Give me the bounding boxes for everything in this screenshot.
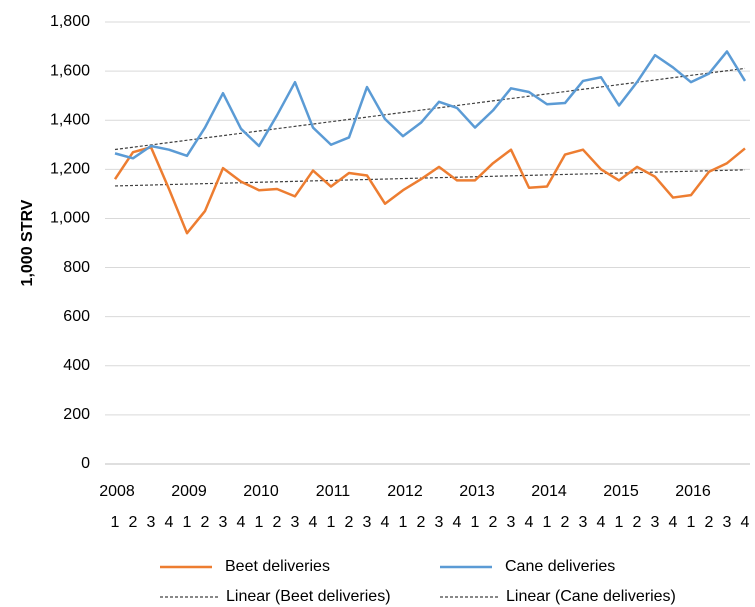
x-tick-label: 4 bbox=[741, 514, 750, 531]
year-label: 2008 bbox=[99, 483, 135, 500]
series-line bbox=[113, 145, 746, 235]
x-tick-label: 1 bbox=[255, 514, 264, 531]
legend-label: Cane deliveries bbox=[505, 558, 615, 575]
y-tick-label: 1,400 bbox=[50, 111, 90, 128]
year-label: 2009 bbox=[171, 483, 207, 500]
x-tick-label: 4 bbox=[597, 514, 606, 531]
y-tick-label: 800 bbox=[63, 259, 90, 276]
y-tick-label: 400 bbox=[63, 357, 90, 374]
y-tick-label: 0 bbox=[81, 455, 90, 472]
x-tick-label: 3 bbox=[507, 514, 516, 531]
year-label: 2014 bbox=[531, 483, 567, 500]
trend-line bbox=[114, 67, 746, 151]
legend-label: Linear (Beet deliveries) bbox=[226, 588, 391, 605]
x-tick-label: 4 bbox=[309, 514, 318, 531]
x-tick-label: 1 bbox=[543, 514, 552, 531]
year-label: 2011 bbox=[316, 483, 351, 500]
x-tick-label: 3 bbox=[291, 514, 300, 531]
y-tick-label: 1,000 bbox=[50, 210, 90, 227]
y-tick-label: 1,600 bbox=[50, 62, 90, 79]
year-label: 2010 bbox=[243, 483, 279, 500]
x-tick-label: 2 bbox=[633, 514, 642, 531]
x-tick-label: 2 bbox=[561, 514, 570, 531]
x-tick-label: 1 bbox=[615, 514, 624, 531]
x-tick-label: 2 bbox=[417, 514, 426, 531]
x-tick-label: 4 bbox=[525, 514, 534, 531]
y-tick-label: 1,800 bbox=[50, 13, 90, 30]
y-tick-label: 600 bbox=[63, 308, 90, 325]
x-tick-label: 1 bbox=[327, 514, 336, 531]
x-tick-label: 3 bbox=[147, 514, 156, 531]
x-tick-label: 1 bbox=[471, 514, 480, 531]
x-tick-label: 4 bbox=[669, 514, 678, 531]
x-tick-label: 3 bbox=[435, 514, 444, 531]
x-tick-label: 3 bbox=[579, 514, 588, 531]
x-tick-label: 2 bbox=[705, 514, 714, 531]
x-tick-label: 4 bbox=[453, 514, 462, 531]
x-tick-label: 3 bbox=[219, 514, 228, 531]
x-tick-label: 1 bbox=[687, 514, 696, 531]
trend-line bbox=[114, 169, 746, 187]
x-tick-label: 4 bbox=[381, 514, 390, 531]
x-tick-label: 2 bbox=[201, 514, 210, 531]
y-tick-label: 1,200 bbox=[50, 161, 90, 178]
x-tick-label: 2 bbox=[129, 514, 138, 531]
x-tick-label: 1 bbox=[399, 514, 408, 531]
y-axis-label: 1,000 STRV bbox=[19, 199, 36, 286]
year-label: 2015 bbox=[603, 483, 639, 500]
x-tick-label: 1 bbox=[183, 514, 192, 531]
y-tick-label: 200 bbox=[63, 406, 90, 423]
x-tick-label: 4 bbox=[165, 514, 174, 531]
x-tick-label: 3 bbox=[651, 514, 660, 531]
x-tick-label: 4 bbox=[237, 514, 246, 531]
year-label: 2012 bbox=[387, 483, 423, 500]
year-label: 2013 bbox=[459, 483, 495, 500]
series-line bbox=[114, 50, 747, 160]
x-tick-label: 2 bbox=[489, 514, 498, 531]
legend-label: Beet deliveries bbox=[225, 558, 330, 575]
x-tick-label: 3 bbox=[723, 514, 732, 531]
legend-label: Linear (Cane deliveries) bbox=[506, 588, 676, 605]
year-label: 2016 bbox=[675, 483, 711, 500]
x-tick-label: 2 bbox=[345, 514, 354, 531]
x-tick-label: 3 bbox=[363, 514, 372, 531]
x-tick-label: 2 bbox=[273, 514, 282, 531]
x-tick-label: 1 bbox=[111, 514, 120, 531]
